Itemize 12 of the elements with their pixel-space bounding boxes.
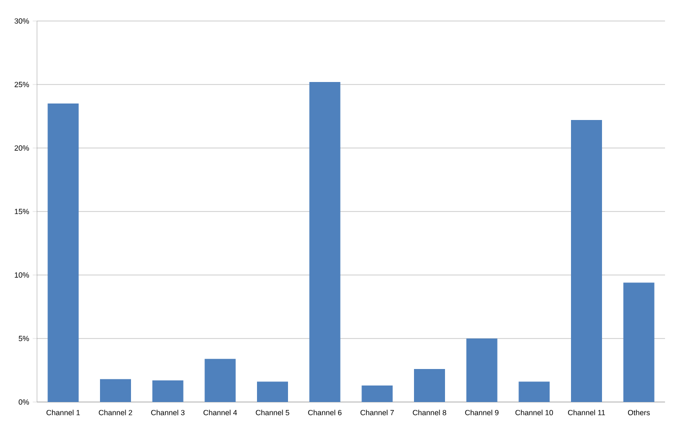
bar (152, 380, 184, 402)
bar (362, 385, 393, 402)
bar (100, 379, 131, 402)
bar (257, 382, 288, 402)
bar (48, 104, 79, 402)
bar (571, 120, 602, 402)
bar (466, 338, 498, 402)
bar (518, 382, 550, 402)
bar (623, 282, 654, 402)
bar (204, 358, 236, 402)
bar (309, 82, 340, 402)
bar (414, 368, 446, 402)
